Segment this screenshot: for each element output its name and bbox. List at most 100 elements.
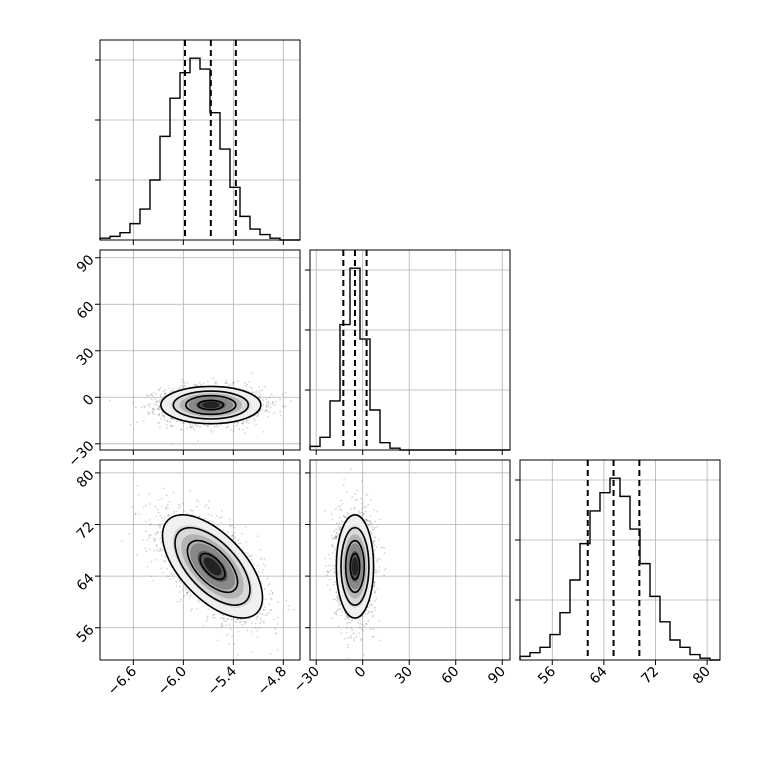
- scatter-point: [272, 401, 275, 404]
- scatter-point: [135, 421, 138, 424]
- scatter-point: [251, 372, 254, 374]
- scatter-point: [148, 405, 151, 408]
- scatter-point: [273, 404, 276, 407]
- scatter-point: [223, 617, 225, 620]
- scatter-point: [343, 515, 346, 518]
- scatter-point: [157, 499, 160, 501]
- scatter-point: [285, 391, 287, 394]
- scatter-point: [227, 617, 229, 620]
- scatter-point: [144, 406, 147, 408]
- scatter-point: [258, 395, 260, 397]
- scatter-point: [204, 506, 206, 508]
- density-shade: [351, 557, 359, 576]
- scatter-point: [189, 425, 192, 428]
- histogram-steps: [519, 477, 720, 661]
- scatter-point: [166, 503, 169, 506]
- scatter-point: [219, 612, 222, 615]
- scatter-point: [374, 609, 376, 611]
- scatter-point: [146, 566, 149, 568]
- scatter-point: [160, 567, 163, 570]
- scatter-point: [279, 414, 282, 417]
- scatter-point: [221, 623, 224, 626]
- scatter-point: [362, 630, 365, 632]
- scatter-point: [164, 560, 167, 563]
- scatter-point: [152, 413, 155, 415]
- scatter-point: [159, 514, 162, 517]
- scatter-point: [331, 564, 334, 567]
- y-tick-label: 56: [74, 622, 98, 646]
- scatter-point: [374, 606, 376, 609]
- scatter-point: [257, 412, 260, 415]
- scatter-point: [238, 542, 241, 545]
- scatter-point: [268, 603, 271, 605]
- scatter-point: [166, 420, 168, 422]
- scatter-point: [374, 536, 377, 538]
- scatter-point: [267, 405, 270, 408]
- scatter-point: [371, 528, 374, 531]
- scatter-point: [244, 552, 247, 554]
- scatter-point: [263, 622, 265, 624]
- scatter-point: [373, 581, 376, 584]
- scatter-point: [227, 385, 230, 388]
- scatter-point: [363, 512, 365, 515]
- joint-density: [324, 468, 387, 659]
- scatter-point: [274, 628, 277, 630]
- scatter-point: [207, 507, 210, 510]
- scatter-point: [263, 558, 266, 560]
- scatter-point: [349, 636, 352, 639]
- scatter-point: [335, 610, 338, 612]
- scatter-point: [347, 621, 350, 624]
- scatter-point: [253, 417, 256, 420]
- scatter-point: [361, 502, 363, 505]
- scatter-point: [229, 428, 232, 431]
- scatter-point: [178, 503, 181, 506]
- scatter-point: [148, 519, 151, 521]
- scatter-point: [205, 504, 208, 506]
- scatter-point: [375, 510, 378, 513]
- scatter-point: [161, 572, 164, 574]
- y-tick-label: 80: [74, 467, 98, 491]
- histogram-panel-3: 56 64 72 80: [515, 459, 721, 687]
- scatter-point: [156, 399, 159, 402]
- scatter-point: [178, 580, 181, 582]
- scatter-point: [272, 618, 275, 621]
- scatter-point: [162, 487, 165, 490]
- scatter-point: [372, 613, 374, 616]
- scatter-point: [231, 534, 234, 537]
- scatter-point: [157, 524, 160, 527]
- scatter-point: [337, 597, 340, 600]
- scatter-point: [159, 548, 162, 550]
- scatter-point: [172, 577, 175, 579]
- scatter-point: [290, 400, 292, 402]
- scatter-point: [159, 525, 162, 527]
- scatter-point: [263, 410, 266, 413]
- scatter-point: [324, 557, 327, 560]
- scatter-point: [227, 531, 229, 533]
- scatter-point: [250, 631, 253, 633]
- joint-panel-2-3: −30 0 30 60 90: [291, 459, 511, 696]
- scatter-point: [368, 605, 371, 608]
- scatter-point: [162, 390, 165, 392]
- scatter-point: [168, 514, 171, 517]
- scatter-point: [285, 599, 288, 602]
- scatter-point: [153, 409, 156, 412]
- scatter-point: [263, 587, 266, 590]
- scatter-point: [351, 620, 353, 622]
- scatter-point: [360, 480, 363, 483]
- scatter-point: [246, 629, 249, 632]
- scatter-point: [335, 535, 337, 538]
- scatter-point: [164, 508, 167, 511]
- scatter-point: [378, 565, 381, 568]
- scatter-point: [365, 518, 367, 521]
- scatter-point: [337, 505, 339, 508]
- scatter-point: [383, 552, 386, 555]
- scatter-point: [372, 635, 375, 638]
- scatter-point: [212, 431, 214, 433]
- scatter-point: [361, 514, 364, 517]
- scatter-point: [273, 412, 276, 415]
- scatter-point: [373, 544, 376, 547]
- scatter-point: [169, 420, 172, 423]
- scatter-point: [339, 527, 341, 530]
- scatter-point: [369, 498, 372, 501]
- scatter-point: [215, 515, 218, 517]
